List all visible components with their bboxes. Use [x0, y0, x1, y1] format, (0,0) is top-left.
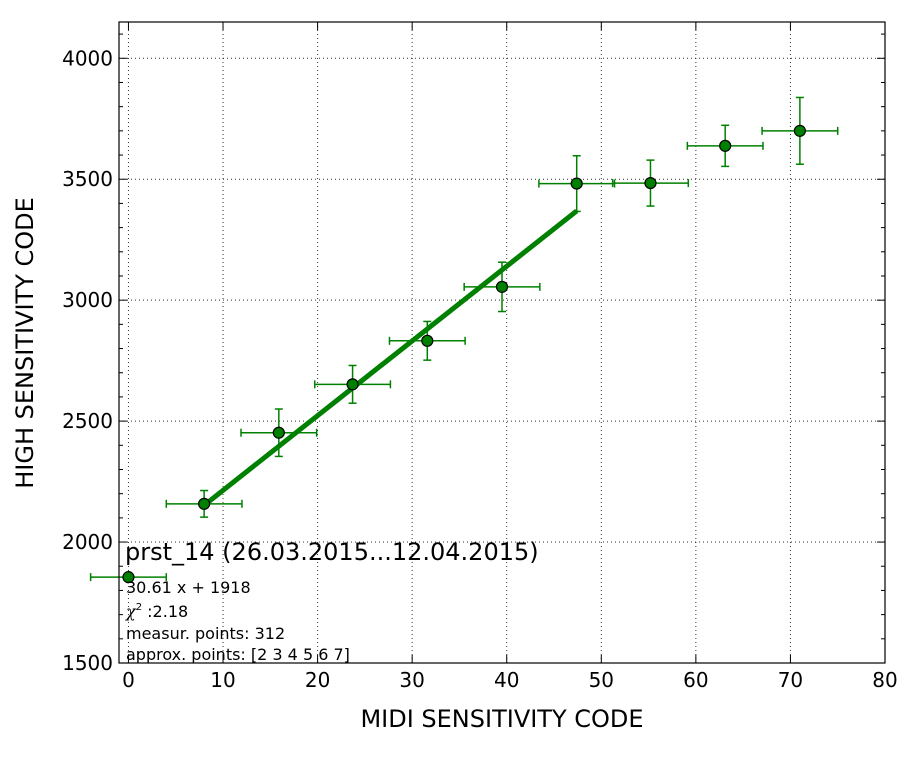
data-point: [719, 139, 732, 152]
data-points: [122, 124, 806, 584]
measurement-points: measur. points: 312: [126, 624, 285, 643]
y-tick-label: 1500: [62, 651, 113, 675]
chi-value: :2.18: [142, 602, 188, 621]
x-axis-label: MIDI SENSITIVITY CODE: [360, 705, 643, 733]
plot-frame: [118, 21, 886, 664]
annotation-title: prst_14 (26.03.2015...12.04.2015): [125, 538, 539, 566]
x-tick-label: 0: [122, 668, 135, 692]
fit-line: [202, 208, 579, 508]
data-point: [495, 280, 509, 293]
data-point: [198, 497, 211, 510]
y-tick-label: 4000: [62, 46, 113, 70]
approx-points: approx. points: [2 3 4 5 6 7]: [126, 645, 350, 664]
chi-symbol: χ: [125, 602, 137, 621]
y-tick-label: 2500: [62, 409, 113, 433]
y-axis-label: HIGH SENSITIVITY CODE: [11, 197, 39, 489]
x-tick-labels: 0 10 20 30 40 50 60 70 80: [122, 668, 898, 692]
minor-ticks: [119, 22, 886, 664]
x-tick-label: 10: [210, 668, 235, 692]
chi-exponent: 2: [136, 602, 142, 613]
y-tick-labels: 1500 2000 2500 3000 3500 4000: [62, 46, 113, 675]
data-point: [570, 177, 583, 190]
x-tick-label: 70: [778, 668, 803, 692]
x-tick-label: 20: [305, 668, 330, 692]
data-point: [793, 124, 806, 137]
x-tick-label: 40: [494, 668, 519, 692]
x-tick-label: 30: [399, 668, 424, 692]
data-point: [421, 334, 434, 347]
fit-equation: 30.61 x + 1918: [126, 578, 251, 597]
y-tick-label: 3500: [62, 167, 113, 191]
data-point: [122, 571, 135, 584]
x-tick-label: 80: [872, 668, 897, 692]
x-tick-label: 60: [683, 668, 708, 692]
y-tick-label: 3000: [62, 288, 113, 312]
chi-square-label: χ2 :2.18: [125, 602, 188, 621]
x-tick-label: 50: [589, 668, 614, 692]
data-point: [272, 426, 285, 439]
grid-layer: [119, 22, 886, 664]
data-point: [644, 176, 657, 190]
data-point: [346, 378, 359, 391]
y-tick-label: 2000: [62, 530, 113, 554]
